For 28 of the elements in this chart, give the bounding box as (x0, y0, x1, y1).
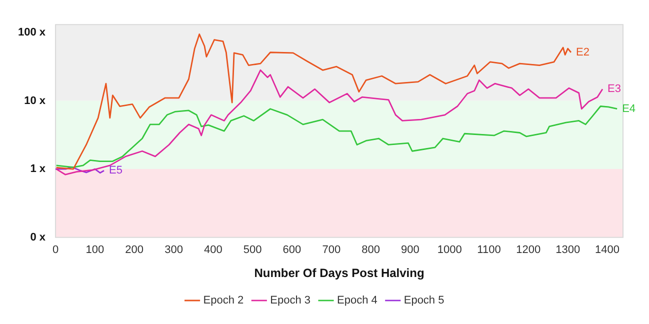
legend-label: Epoch 3 (270, 294, 311, 307)
x-tick-label: 200 (125, 244, 144, 256)
x-tick-label: 1300 (556, 244, 580, 256)
annotation: E2 (576, 46, 590, 58)
y-tick-label: 100 x (18, 26, 46, 38)
annotation: E3 (608, 83, 621, 96)
x-tick-label: 400 (204, 244, 222, 256)
x-tick-label: 700 (322, 244, 341, 256)
x-tick-label: 0 (52, 244, 59, 256)
x-tick-label: 100 (86, 244, 104, 256)
x-tick-label: 1200 (516, 244, 541, 256)
x-tick-label: 500 (243, 244, 262, 256)
x-tick-label: 800 (362, 244, 380, 256)
annotation: E4 (622, 102, 636, 115)
y-tick-label: 1 x (30, 163, 46, 176)
legend-label: Epoch 4 (337, 294, 378, 307)
annotation: E5 (109, 164, 122, 177)
y-tick-label: 0 x (30, 231, 46, 244)
x-axis-title: Number Of Days Post Halving (254, 266, 424, 280)
x-tick-label: 1000 (437, 244, 462, 256)
x-tick-label: 1400 (594, 244, 620, 256)
x-tick-label: 900 (401, 244, 420, 256)
x-tick-label: 300 (164, 244, 183, 256)
x-tick-label: 1100 (477, 244, 501, 256)
legend-label: Epoch 2 (203, 294, 244, 307)
x-tick-label: 600 (282, 244, 302, 256)
y-tick-label: 10 x (24, 94, 46, 107)
legend-label: Epoch 5 (404, 294, 444, 307)
